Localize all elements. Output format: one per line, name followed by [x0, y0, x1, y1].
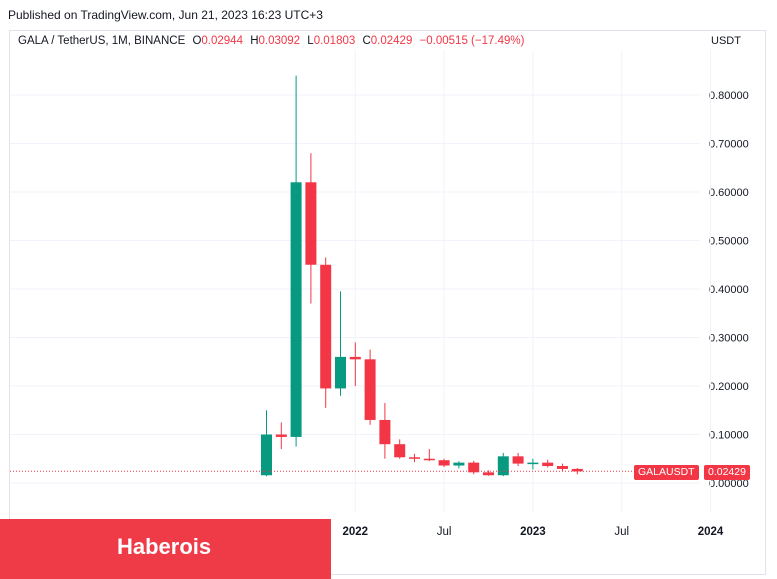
y-tick-label: 0.70000 — [709, 139, 749, 151]
published-caption: Published on TradingView.com, Jun 21, 20… — [8, 8, 323, 22]
y-tick-label: 0.80000 — [709, 90, 749, 102]
legend-high-value: 0.03092 — [258, 35, 301, 47]
ohlc-legend: GALA / TetherUS, 1M, BINANCE O0.02944 H0… — [18, 35, 524, 47]
candle-body — [557, 466, 568, 469]
y-tick-label: 0.50000 — [709, 236, 749, 248]
candle-body — [483, 472, 494, 476]
candle-body — [305, 182, 317, 265]
candle-body — [349, 356, 361, 360]
legend-open-value: 0.02944 — [201, 35, 243, 47]
legend-low-value: 0.01803 — [313, 35, 356, 47]
last-price-tag: 0.02429 — [704, 465, 750, 480]
candle-body — [290, 182, 302, 437]
legend-change: −0.00515 (−17.49%) — [419, 35, 525, 47]
legend-close-label: C — [362, 35, 371, 47]
candle-body — [512, 456, 524, 464]
legend-high-label: H — [250, 35, 259, 47]
candle-body — [275, 434, 287, 437]
candle-body — [409, 457, 420, 459]
x-tick-label: 2023 — [520, 526, 546, 538]
candle-body — [453, 462, 465, 466]
candle-body — [497, 456, 509, 476]
candle-body — [423, 458, 435, 461]
x-tick-label: Jul — [437, 526, 452, 538]
chart-frame — [9, 30, 766, 575]
y-tick-label: 0.40000 — [709, 284, 749, 296]
x-tick-label: Jul — [614, 526, 629, 538]
y-tick-label: 0.00000 — [709, 478, 749, 490]
price-axis-unit[interactable]: USDT — [711, 35, 741, 47]
watermark-banner: Haberois — [0, 519, 331, 579]
candle-body — [364, 359, 376, 420]
y-tick-label: 0.60000 — [709, 187, 749, 199]
legend-close-value: 0.02429 — [370, 35, 413, 47]
candle-body — [379, 419, 391, 445]
y-tick-label: 0.30000 — [709, 333, 749, 345]
legend-open-label: O — [192, 35, 202, 47]
candle-body — [438, 460, 450, 466]
candle-body — [394, 444, 406, 458]
symbol-price-tag: GALAUSDT — [634, 465, 699, 480]
legend-symbol: GALA / TetherUS, 1M, BINANCE — [18, 35, 186, 47]
candle-body — [261, 434, 272, 476]
candle-body — [527, 462, 539, 465]
x-tick-label: 2022 — [343, 526, 369, 538]
candle-body — [335, 356, 346, 389]
legend-low-label: L — [307, 35, 314, 47]
candle-body — [542, 462, 554, 467]
candle-body — [320, 264, 332, 389]
y-tick-label: 0.20000 — [709, 381, 749, 393]
banner-text: Haberois — [117, 534, 212, 559]
x-tick-label: 2024 — [698, 526, 724, 538]
candle-body — [571, 468, 583, 472]
y-tick-label: 0.10000 — [709, 430, 749, 442]
candle-body — [468, 462, 480, 473]
